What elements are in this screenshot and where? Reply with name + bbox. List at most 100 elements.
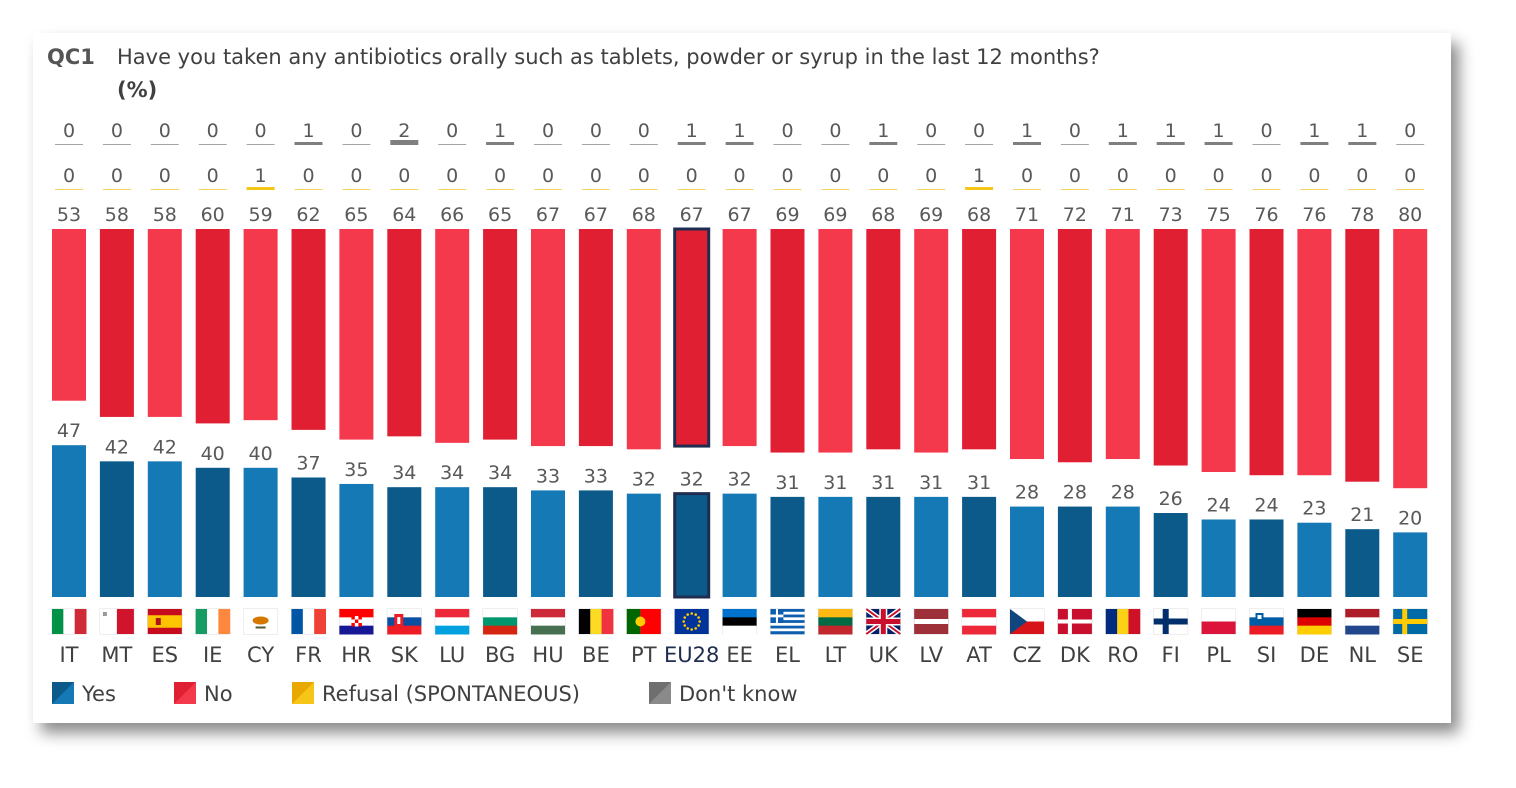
no-label-be: 67	[584, 204, 608, 226]
yes-label-ro: 28	[1111, 482, 1135, 504]
yes-bar-fi	[1153, 513, 1188, 597]
flag-croatia-part	[358, 619, 362, 623]
legend: Yes No Refusal (SPONTANEOUS) Don't know	[52, 682, 798, 706]
flag-finland-part	[1153, 618, 1188, 625]
category-label-lu: LU	[439, 643, 465, 667]
refusal-bar-lt	[821, 189, 850, 190]
refusal-label-lv: 0	[925, 165, 937, 187]
refusal-bar-lu	[438, 189, 467, 190]
yes-label-cz: 28	[1015, 482, 1039, 504]
yes-bar-bg	[483, 487, 518, 597]
refusal-label-bg: 0	[494, 165, 506, 187]
no-bar-fr	[291, 229, 326, 430]
dontknow-label-fi: 1	[1165, 120, 1177, 142]
refusal-bar-si	[1252, 189, 1281, 190]
flag-croatia-part	[339, 625, 374, 635]
dontknow-bar-fr	[294, 142, 323, 145]
dontknow-label-cz: 1	[1021, 120, 1033, 142]
yes-label-be: 33	[584, 465, 608, 487]
flag-greece-part	[770, 617, 805, 621]
no-bar-cz	[1010, 229, 1044, 460]
refusal-bar-fr	[294, 189, 323, 190]
flag-slovenia-icon	[1249, 608, 1284, 635]
dontknow-label-dk: 0	[1069, 120, 1081, 142]
yes-label-es: 42	[153, 436, 177, 458]
flag-hungary-part	[531, 625, 565, 635]
no-label-si: 76	[1254, 204, 1278, 226]
category-label-bg: BG	[485, 643, 515, 667]
yes-label-it: 47	[57, 420, 81, 442]
flag-greece-part	[770, 625, 805, 629]
dontknow-bar-cy	[246, 144, 275, 145]
yes-bar-lt	[818, 496, 853, 597]
dontknow-label-mt: 0	[111, 120, 123, 142]
dontknow-label-hu: 0	[542, 120, 554, 142]
flag-czechia-part	[1010, 609, 1027, 634]
yes-bar-se	[1393, 532, 1428, 597]
dontknow-label-nl: 1	[1356, 120, 1368, 142]
no-bar-at	[962, 229, 997, 450]
flag-greece-part	[770, 628, 805, 632]
flag-belgium-part	[601, 609, 614, 634]
refusal-label-el: 0	[781, 165, 793, 187]
category-label-pt: PT	[631, 643, 657, 667]
yes-label-uk: 31	[871, 472, 895, 494]
refusal-label-de: 0	[1308, 165, 1320, 187]
yes-label-si: 24	[1254, 494, 1278, 516]
no-bar-el	[770, 229, 805, 453]
chart-title: Have you taken any antibiotics orally su…	[117, 45, 1100, 69]
flag-belgium-part	[578, 609, 591, 634]
no-bar-ie	[195, 229, 230, 424]
refusal-bar-mt	[102, 189, 131, 190]
flag-france-part	[291, 609, 304, 634]
refusal-label-ie: 0	[207, 165, 219, 187]
no-label-pl: 75	[1207, 204, 1231, 226]
refusal-label-sk: 0	[398, 165, 410, 187]
refusal-label-it: 0	[63, 165, 75, 187]
no-label-lv: 69	[919, 204, 943, 226]
flag-spain-icon	[147, 608, 183, 635]
refusal-label-eu28: 0	[686, 165, 698, 187]
refusal-label-ro: 0	[1117, 165, 1129, 187]
unit-label: (%)	[117, 78, 157, 102]
yes-label-lu: 34	[440, 462, 464, 484]
flag-slovakia-part	[397, 617, 401, 624]
yes-bar-nl	[1345, 529, 1380, 597]
legend-label-no: No	[204, 682, 233, 706]
no-label-es: 58	[153, 204, 177, 226]
category-label-ro: RO	[1107, 643, 1138, 667]
flag-eu-star	[683, 624, 687, 627]
flag-luxembourg-part	[435, 609, 470, 618]
no-bar-si	[1249, 229, 1284, 476]
flag-austria-icon	[961, 608, 997, 635]
bars-group: 0 0 53 47 IT 0 0 58 42 MT 0 0 58 42 ES 0 0 60 40 IE 0 1 59 40 CY…	[51, 120, 1428, 667]
yes-bar-mt	[99, 461, 134, 597]
flag-germany-icon	[1296, 608, 1332, 635]
dontknow-label-uk: 1	[877, 120, 889, 142]
flag-bulgaria-part	[483, 609, 518, 618]
flag-italy-icon	[51, 608, 87, 635]
no-label-uk: 68	[871, 204, 895, 226]
dontknow-label-at: 0	[973, 120, 985, 142]
no-label-pt: 68	[632, 204, 656, 226]
refusal-bar-se	[1396, 189, 1425, 190]
yes-bar-dk	[1057, 506, 1092, 597]
refusal-bar-sk	[390, 189, 419, 190]
refusal-bar-bg	[486, 189, 515, 190]
no-label-sk: 64	[392, 204, 416, 226]
flag-eu-star	[697, 624, 700, 627]
refusal-label-ee: 0	[734, 165, 746, 187]
category-label-nl: NL	[1349, 643, 1377, 667]
dontknow-bar-hr	[342, 144, 371, 145]
refusal-bar-ee	[725, 189, 754, 190]
flag-eu-star	[694, 627, 697, 630]
dontknow-bar-at	[965, 144, 994, 145]
flag-uk-icon	[864, 606, 902, 637]
no-label-cy: 59	[249, 204, 273, 226]
legend-swatch-shade	[292, 682, 314, 704]
yes-bar-be	[578, 490, 613, 597]
flag-slovenia-part	[1249, 625, 1284, 635]
yes-bar-si	[1249, 519, 1284, 597]
refusal-bar-hr	[342, 189, 371, 190]
legend-label-dont-know: Don't know	[679, 682, 798, 706]
